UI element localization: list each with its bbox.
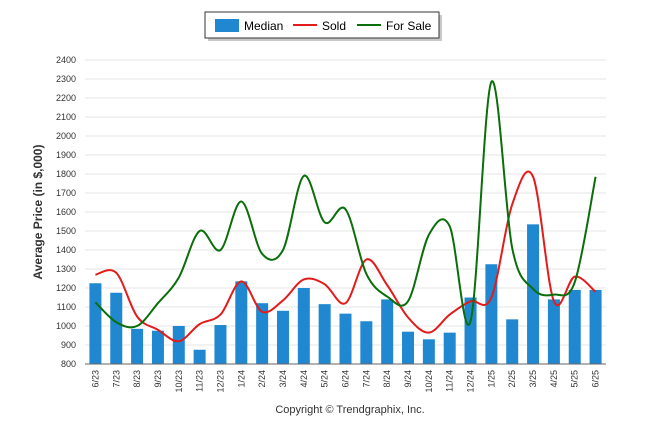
y-tick-label: 2300 [56, 74, 76, 84]
y-tick-label: 1100 [57, 302, 76, 312]
y-tick-label: 1700 [56, 188, 76, 198]
x-tick-label: 8/23 [132, 370, 142, 388]
y-tick-label: 1800 [56, 169, 76, 179]
x-axis-ticks: 6/23 7/23 8/23 9/23 10/23 11/23 12/23 1/24 2/24 3… [90, 370, 600, 393]
y-tick-label: 1300 [56, 264, 76, 274]
median-bar [547, 299, 560, 364]
median-bar [193, 349, 206, 364]
x-tick-label: 1/25 [486, 370, 496, 388]
median-bar [172, 326, 185, 364]
x-tick-label: 7/24 [361, 370, 371, 388]
y-axis-ticks: 800 900 1000 1100 1200 1300 1400 1500 1600 1700 18… [56, 55, 76, 369]
median-bar [339, 313, 352, 364]
legend: Median Sold For Sale [204, 11, 442, 41]
x-tick-label: 6/24 [341, 370, 351, 388]
y-tick-label: 2400 [56, 55, 76, 65]
median-bar [527, 224, 540, 364]
median-bar [464, 297, 477, 364]
x-tick-label: 9/24 [403, 370, 413, 388]
median-bar [506, 319, 519, 364]
y-tick-label: 2000 [56, 131, 76, 141]
x-tick-label: 1/24 [236, 370, 246, 388]
y-tick-label: 2100 [56, 112, 76, 122]
median-bar [297, 288, 310, 364]
x-tick-label: 3/24 [278, 370, 288, 388]
y-tick-label: 900 [61, 340, 76, 350]
median-bars [89, 224, 602, 364]
x-tick-label: 5/25 [570, 370, 580, 388]
y-tick-label: 1400 [56, 245, 76, 255]
x-tick-label: 9/23 [153, 370, 163, 388]
legend-label-for-sale: For Sale [386, 19, 432, 33]
median-bar [360, 321, 373, 364]
y-tick-label: 1000 [56, 321, 76, 331]
median-bar [568, 289, 581, 364]
median-bar [381, 299, 394, 364]
x-tick-label: 10/23 [174, 370, 184, 393]
median-bar [318, 304, 331, 364]
x-tick-label: 10/24 [424, 370, 434, 393]
median-bar [131, 328, 144, 364]
y-tick-label: 1500 [56, 226, 76, 236]
legend-label-median: Median [244, 19, 283, 33]
series-lines [94, 80, 597, 343]
median-bar [214, 325, 227, 364]
x-tick-label: 6/23 [90, 370, 100, 388]
x-tick-label: 2/25 [507, 370, 517, 388]
median-bar [110, 292, 123, 364]
copyright-credit: Copyright © Trendgraphix, Inc. [275, 404, 424, 416]
median-bar [589, 289, 602, 364]
x-tick-label: 4/25 [549, 370, 559, 388]
median-bar [89, 283, 102, 364]
x-tick-label: 11/24 [445, 370, 455, 392]
x-tick-label: 5/24 [320, 370, 330, 388]
x-tick-label: 8/24 [382, 370, 392, 388]
legend-box [204, 11, 440, 39]
median-bar [151, 330, 164, 364]
median-bar [402, 331, 415, 364]
median-bar [256, 303, 269, 364]
y-tick-label: 1900 [56, 150, 76, 160]
x-tick-label: 3/25 [528, 370, 538, 388]
sold-line [95, 170, 597, 343]
y-tick-label: 1200 [56, 283, 76, 293]
x-tick-label: 11/23 [195, 370, 205, 392]
legend-label-sold: Sold [322, 19, 346, 33]
x-tick-label: 7/23 [111, 370, 121, 388]
x-tick-label: 12/24 [466, 370, 476, 393]
x-tick-label: 6/25 [591, 370, 601, 388]
x-tick-label: 4/24 [299, 370, 309, 388]
x-tick-label: 12/23 [215, 370, 225, 393]
median-bar [443, 332, 456, 364]
median-bar [235, 281, 248, 364]
for-sale-line [94, 80, 597, 329]
y-tick-label: 2200 [56, 93, 76, 103]
median-bar [276, 310, 289, 364]
y-axis-label: Average Price (in $,000) [31, 145, 45, 280]
x-tick-label: 2/24 [257, 370, 267, 388]
legend-swatch-median [215, 19, 239, 32]
y-tick-label: 1600 [56, 207, 76, 217]
y-tick-label: 800 [61, 359, 76, 369]
median-bar [422, 339, 435, 364]
